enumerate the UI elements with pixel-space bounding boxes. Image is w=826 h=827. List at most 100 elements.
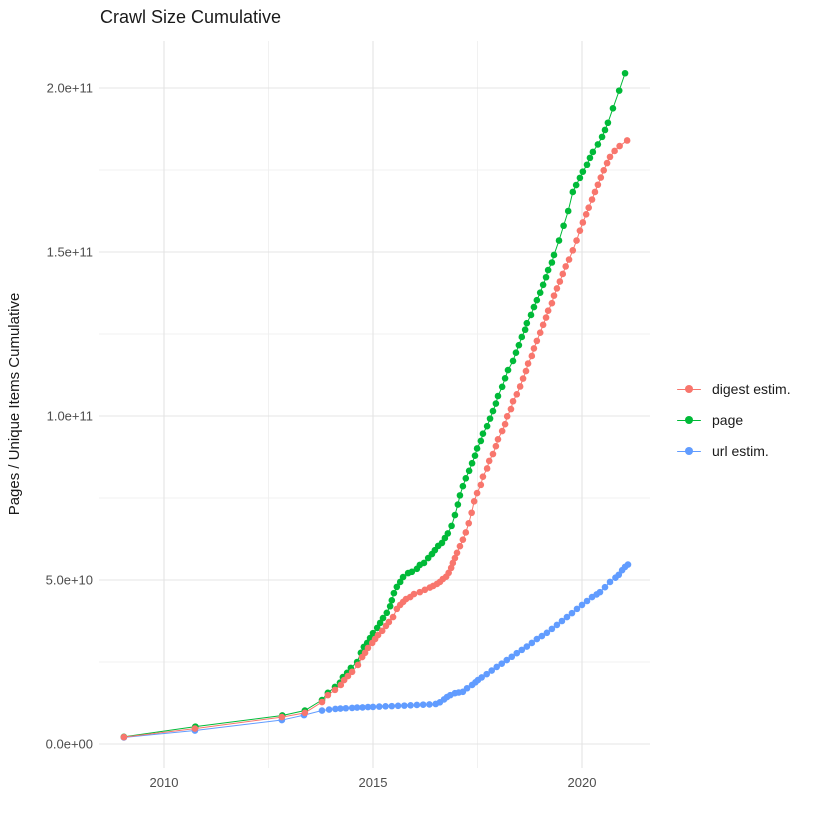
data-point [544,307,552,315]
data-point [573,605,581,613]
data-point [560,222,567,230]
data-point [533,296,541,304]
data-point [528,639,536,647]
data-point [489,407,497,415]
data-point [318,707,326,714]
data-point [606,153,614,161]
data-point [369,703,377,711]
data-point [498,383,506,391]
data-point [538,632,546,640]
data-point [609,105,617,112]
data-point [473,445,481,452]
data-point [375,703,383,710]
data-point [533,635,541,643]
data-point [426,701,433,708]
legend-label: page [712,412,744,428]
y-tick-label: 1.5e+11 [47,245,93,260]
series-line-digestestim [123,140,628,738]
data-point [374,631,382,639]
data-point [386,602,394,610]
data-point [508,653,516,661]
data-point [477,481,485,489]
data-point [376,619,384,627]
data-point [501,374,509,382]
data-point [550,292,558,299]
legend-key-icon [676,440,702,462]
data-point [399,573,407,581]
data-point [420,559,428,567]
data-point [396,578,404,586]
y-tick-label: 1.0e+11 [47,409,93,424]
data-point [569,188,577,196]
data-point [486,415,494,422]
data-point [522,367,530,375]
data-point [611,147,618,155]
data-point [331,686,339,694]
data-point [337,681,345,689]
legend-label: digest estim. [712,381,791,397]
data-point [498,427,506,435]
data-point [468,459,476,467]
data-point [548,299,556,307]
data-point [416,588,424,596]
data-point [465,467,473,475]
data-point [413,701,421,709]
data-point [509,357,517,365]
data-point [301,709,309,717]
data-point [533,337,541,345]
data-point [388,702,396,710]
x-tick-label: 2010 [150,775,179,790]
data-point [492,442,500,450]
data-point [378,627,386,635]
data-point [527,311,535,319]
data-point [601,583,609,591]
data-point [394,702,402,710]
data-point [401,702,408,709]
data-point [553,621,561,629]
data-point [550,251,558,259]
data-point [528,352,536,360]
y-tick-label: 2.0e+11 [47,81,93,96]
data-point [483,422,491,430]
data-point [544,266,552,274]
data-point [548,625,556,633]
data-point [562,263,569,270]
data-point [530,303,538,311]
data-point [120,733,128,741]
data-point [465,519,473,527]
data-point [494,392,502,400]
data-point [559,270,567,278]
data-point [585,204,592,212]
data-point [462,475,470,482]
legend: digest estim. page url estim. [676,378,791,462]
data-point [519,375,527,382]
data-point [594,141,602,148]
data-point [521,326,529,334]
data-point [407,701,414,709]
data-point [604,119,612,127]
data-point [390,589,398,597]
data-point [558,617,566,625]
data-point [453,549,461,557]
data-point [278,713,286,721]
data-point [419,701,427,708]
x-tick-label: 2020 [568,775,597,790]
data-point [576,174,584,182]
legend-item: digest estim. [676,378,791,400]
data-point [454,501,462,508]
data-point [348,704,356,712]
data-point [623,137,631,144]
data-point [586,154,594,162]
data-point [348,668,356,676]
data-point [459,536,467,543]
data-point [479,430,487,438]
data-point [583,161,591,169]
data-point [596,588,604,596]
data-point [361,649,369,657]
data-point [379,614,387,622]
data-point [518,333,526,341]
data-point [410,590,418,598]
data-point [445,569,452,577]
